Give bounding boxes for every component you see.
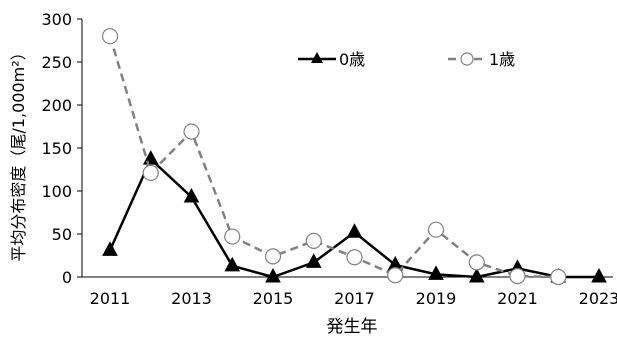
legend-label: 0歳 <box>339 50 365 69</box>
y-tick-label: 150 <box>41 139 72 158</box>
x-tick-label: 2011 <box>90 289 131 308</box>
data-point <box>102 241 118 256</box>
data-point <box>591 267 607 283</box>
series-layer <box>101 28 607 286</box>
data-point <box>428 265 444 280</box>
series-1 <box>101 28 567 286</box>
y-tick-label: 300 <box>41 10 72 29</box>
x-tick-label: 2021 <box>497 289 538 308</box>
axes: 0 50 100 150 200 250 300 2011 2013 2015 2017 2019 20… <box>41 10 617 308</box>
data-point <box>264 248 282 265</box>
data-point <box>468 254 485 271</box>
data-point <box>427 221 445 238</box>
y-tick-label: 200 <box>41 96 72 115</box>
y-axis-title: 平均分布密度（尾/1,000m²） <box>9 44 28 261</box>
y-tick-label: 0 <box>62 268 72 287</box>
x-tick-label: 2023 <box>579 289 617 308</box>
data-point <box>142 164 159 182</box>
x-tick-label: 2015 <box>253 289 294 308</box>
data-point <box>509 268 526 285</box>
y-tick-label: 100 <box>41 182 72 201</box>
data-point <box>305 232 322 249</box>
data-point <box>346 249 363 266</box>
data-point <box>346 223 363 238</box>
legend: 0歳 1歳 <box>298 50 515 69</box>
y-tick-label: 250 <box>41 53 72 72</box>
data-point <box>224 228 241 245</box>
data-point <box>305 253 322 268</box>
data-point <box>183 187 200 203</box>
data-point <box>265 267 281 283</box>
x-axis-title: 発生年 <box>327 317 378 337</box>
data-point <box>387 267 404 284</box>
y-tick-label: 50 <box>52 225 72 244</box>
data-point <box>468 267 485 283</box>
x-tick-label: 2019 <box>416 289 457 308</box>
legend-label: 1歳 <box>489 50 515 69</box>
legend-marker <box>460 52 474 66</box>
legend-item: 0歳 <box>298 50 365 69</box>
series-line <box>108 35 559 279</box>
legend-marker <box>311 52 323 63</box>
data-point <box>224 256 241 272</box>
legend-item: 1歳 <box>448 50 515 69</box>
data-point <box>183 123 200 140</box>
x-tick-label: 2017 <box>334 289 375 308</box>
data-point <box>550 268 567 286</box>
data-point <box>101 28 119 45</box>
x-tick-label: 2013 <box>171 289 212 308</box>
